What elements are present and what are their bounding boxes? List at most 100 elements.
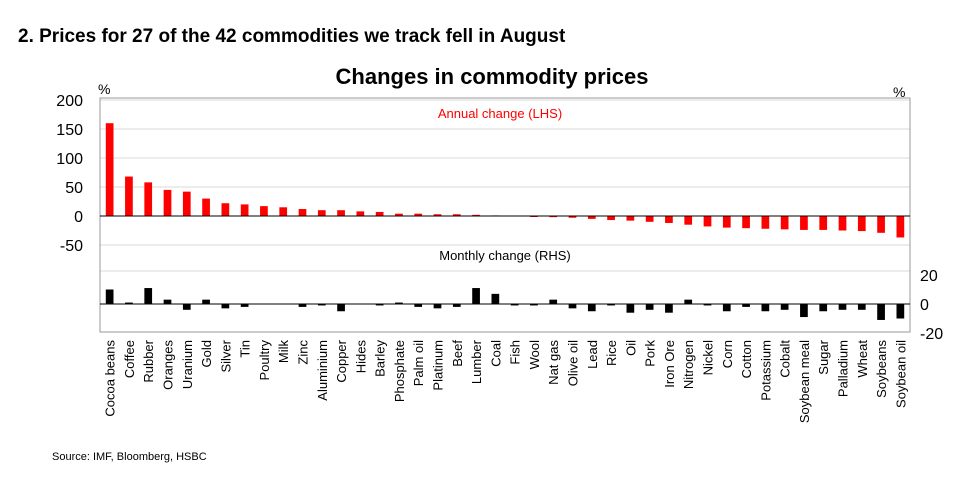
annual-bar (182, 191, 191, 216)
category-label: Milk (276, 340, 291, 364)
annual-bar (163, 189, 172, 216)
monthly-bar (530, 304, 538, 306)
plot-frame (99, 97, 911, 333)
monthly-bar (607, 304, 615, 306)
category-label: Cotton (739, 340, 754, 378)
monthly-bar (665, 304, 673, 313)
category-label: Poultry (257, 340, 272, 381)
monthly-bar (452, 304, 461, 307)
category-label: Soybean meal (797, 340, 812, 423)
annual-bar (414, 213, 423, 216)
annual-bar (607, 216, 615, 221)
monthly-bar (414, 304, 423, 307)
monthly-bar (587, 304, 596, 312)
annual-bar (298, 209, 307, 216)
monthly-bar (549, 299, 558, 304)
annual-bar (819, 216, 828, 230)
plot-border (99, 97, 911, 333)
category-label: Pork (643, 340, 658, 367)
category-label: Coffee (122, 340, 137, 378)
left-tick-label: 100 (56, 151, 83, 168)
category-label: Corn (720, 340, 735, 368)
category-label: Iron Ore (662, 340, 677, 388)
right-tick-label: 20 (920, 268, 938, 285)
annual-bar (433, 214, 442, 216)
category-label: Beef (450, 340, 465, 367)
annual-bar (144, 182, 153, 216)
annual-bar (587, 216, 596, 219)
category-label: Tin (238, 340, 253, 358)
monthly-bar (298, 304, 307, 307)
annual-series (105, 123, 905, 238)
category-label: Zinc (296, 340, 311, 365)
annual-bar (645, 216, 654, 222)
monthly-bar (780, 304, 789, 310)
category-label: Rubber (141, 339, 156, 382)
category-label: Olive oil (566, 340, 581, 386)
monthly-bar (800, 304, 808, 318)
source-note: Source: IMF, Bloomberg, HSBC (52, 451, 207, 463)
monthly-bar (819, 304, 828, 312)
left-axis-unit: % (98, 81, 110, 97)
monthly-bar (182, 304, 191, 310)
annual-bar (240, 204, 249, 216)
monthly-bar (568, 304, 577, 309)
left-tick-label: 200 (56, 93, 83, 110)
annual-series-label: Annual change (LHS) (438, 106, 562, 121)
category-label: Soybeans (874, 340, 889, 398)
category-labels: Cocoa beans Coffee Rubber Oranges Uranium Gol… (103, 339, 909, 423)
annual-bar (838, 216, 847, 231)
left-tick-label: 150 (56, 122, 83, 139)
category-label: Cobalt (778, 340, 793, 378)
category-label: Potassium (758, 340, 773, 401)
category-label: Cocoa beans (103, 340, 118, 417)
monthly-bar (337, 304, 345, 312)
category-label: Nickel (701, 340, 716, 376)
category-label: Fish (508, 340, 523, 365)
monthly-bar (491, 293, 500, 304)
category-label: Lead (585, 340, 600, 369)
zero-lines (100, 215, 910, 305)
category-label: Coal (488, 340, 503, 367)
annual-bar (472, 214, 480, 216)
annual-bar (395, 213, 403, 216)
category-label: Phosphate (392, 340, 407, 402)
annual-bar (800, 216, 808, 230)
monthly-bar (722, 304, 731, 312)
annual-bar (279, 207, 288, 216)
right-tick-label: 0 (920, 297, 929, 314)
annual-bar (337, 210, 345, 216)
monthly-bar (202, 299, 210, 304)
category-label: Palm oil (411, 340, 426, 386)
annual-bar (703, 216, 712, 227)
category-label: Copper (334, 339, 349, 382)
monthly-bar (838, 304, 847, 310)
category-label: Silver (218, 339, 233, 372)
annual-bar (452, 214, 461, 216)
annual-bar (780, 216, 789, 230)
annual-bar (761, 216, 770, 229)
annual-bar (568, 216, 577, 218)
monthly-bar (896, 304, 905, 319)
right-axis-ticks: 20 0 -20 (920, 268, 943, 343)
annual-bar (260, 206, 268, 216)
right-tick-label: -20 (920, 326, 943, 343)
category-label: Oranges (161, 340, 176, 390)
annual-bar (375, 211, 384, 216)
monthly-bar (163, 299, 172, 304)
category-label: Soybean oil (893, 340, 908, 408)
category-label: Platinum (431, 340, 446, 391)
left-tick-label: -50 (60, 238, 83, 255)
figure-heading: 2. Prices for 27 of the 42 commodities w… (18, 26, 566, 47)
left-axis-ticks: 200 150 100 50 0 -50 (56, 93, 83, 255)
annual-bar (125, 176, 133, 216)
monthly-bar (645, 304, 654, 310)
annual-bar (722, 216, 731, 228)
annual-bar (684, 216, 693, 225)
category-label: Sugar (816, 339, 831, 374)
category-label: Nat gas (546, 340, 561, 385)
chart-title: Changes in commodity prices (336, 64, 649, 89)
monthly-bar (703, 304, 712, 306)
category-label: Barley (373, 340, 388, 377)
